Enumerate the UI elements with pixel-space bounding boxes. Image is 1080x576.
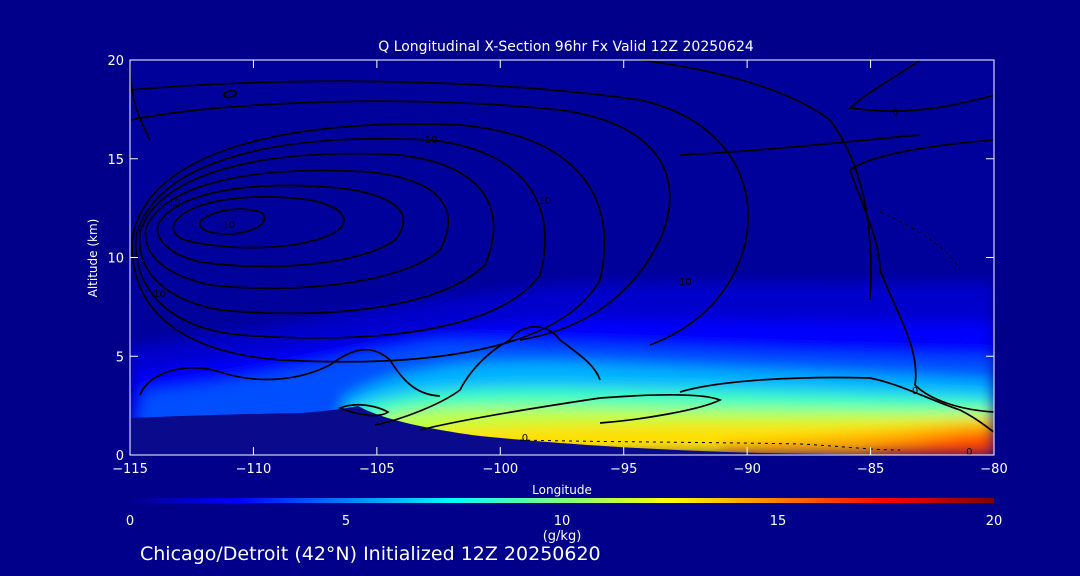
contour-label: 0 bbox=[912, 386, 918, 397]
contour-line bbox=[131, 123, 606, 363]
contour-label: 10 bbox=[153, 289, 166, 300]
x-tick-label: −95 bbox=[610, 462, 637, 477]
q-band-9 bbox=[860, 432, 994, 455]
contour-line bbox=[223, 89, 237, 99]
contour-line bbox=[138, 152, 495, 315]
colorbar-tick-label: 10 bbox=[554, 514, 571, 529]
contour-line bbox=[848, 60, 994, 112]
footer-caption: Chicago/Detroit (42°N) Initialized 12Z 2… bbox=[140, 543, 601, 565]
colorbar-tick-label: 15 bbox=[770, 514, 787, 529]
contour-label: 10 bbox=[425, 135, 438, 146]
contour-line bbox=[130, 80, 749, 346]
contour-label: 0 bbox=[892, 107, 898, 118]
x-tick-label: −100 bbox=[482, 462, 518, 477]
contour-label: 0 bbox=[966, 447, 972, 458]
contour-label: 10 bbox=[168, 198, 181, 209]
contours bbox=[130, 60, 994, 433]
contour-line bbox=[199, 208, 266, 235]
y-tick-label: 20 bbox=[107, 54, 124, 69]
colorbar-tick-label: 0 bbox=[126, 514, 134, 529]
colorbar-ticks: 0 5 10 15 20 bbox=[126, 514, 1002, 529]
contour-labels: 10 10 10 10 10 10 0 0 0 0 bbox=[153, 107, 972, 458]
y-tick-label: 0 bbox=[116, 449, 124, 464]
contour-line bbox=[679, 134, 921, 156]
contour-line bbox=[130, 100, 671, 341]
y-tick-label: 10 bbox=[107, 252, 124, 267]
x-tick-label: −110 bbox=[236, 462, 272, 477]
x-tick-label: −80 bbox=[980, 462, 1007, 477]
x-tick-label: −115 bbox=[112, 462, 148, 477]
contour-line bbox=[337, 403, 390, 417]
contour-line bbox=[679, 376, 994, 433]
contour-line bbox=[374, 325, 601, 426]
plot-area: 10 10 10 10 10 10 0 0 0 0 bbox=[130, 60, 994, 458]
terrain bbox=[130, 406, 994, 455]
y-tick-label: 5 bbox=[116, 350, 124, 365]
contour-line bbox=[144, 169, 450, 290]
y-axis-label: Altitude (km) bbox=[86, 219, 100, 298]
contour-label: 10 bbox=[679, 277, 692, 288]
x-axis: −115 −110 −105 −100 −95 −90 −85 −80 bbox=[112, 60, 1008, 477]
contour-line bbox=[639, 60, 872, 301]
contour-label: 10 bbox=[538, 196, 551, 207]
x-tick-label: −90 bbox=[733, 462, 760, 477]
contour-label: 10 bbox=[222, 220, 235, 231]
contour-line bbox=[139, 348, 441, 397]
contour-dashed bbox=[879, 211, 961, 271]
contour-line bbox=[172, 196, 345, 249]
x-tick-label: −105 bbox=[359, 462, 395, 477]
x-tick-label: −85 bbox=[857, 462, 884, 477]
colorbar-label: (g/kg) bbox=[543, 529, 582, 544]
contour-line bbox=[134, 137, 546, 339]
contour-label: 0 bbox=[522, 433, 528, 444]
colorbar bbox=[130, 498, 994, 503]
chart-title: Q Longitudinal X-Section 96hr Fx Valid 1… bbox=[378, 39, 754, 55]
contour-dashed bbox=[519, 439, 901, 451]
y-tick-label: 15 bbox=[107, 153, 124, 168]
contour-line bbox=[848, 139, 994, 413]
y-axis: 0 5 10 15 20 bbox=[107, 54, 994, 464]
colorbar-tick-label: 5 bbox=[342, 514, 350, 529]
contour-line bbox=[156, 184, 405, 268]
x-axis-label: Longitude bbox=[532, 483, 592, 497]
colorbar-tick-label: 20 bbox=[986, 514, 1003, 529]
contour-line bbox=[419, 394, 723, 431]
